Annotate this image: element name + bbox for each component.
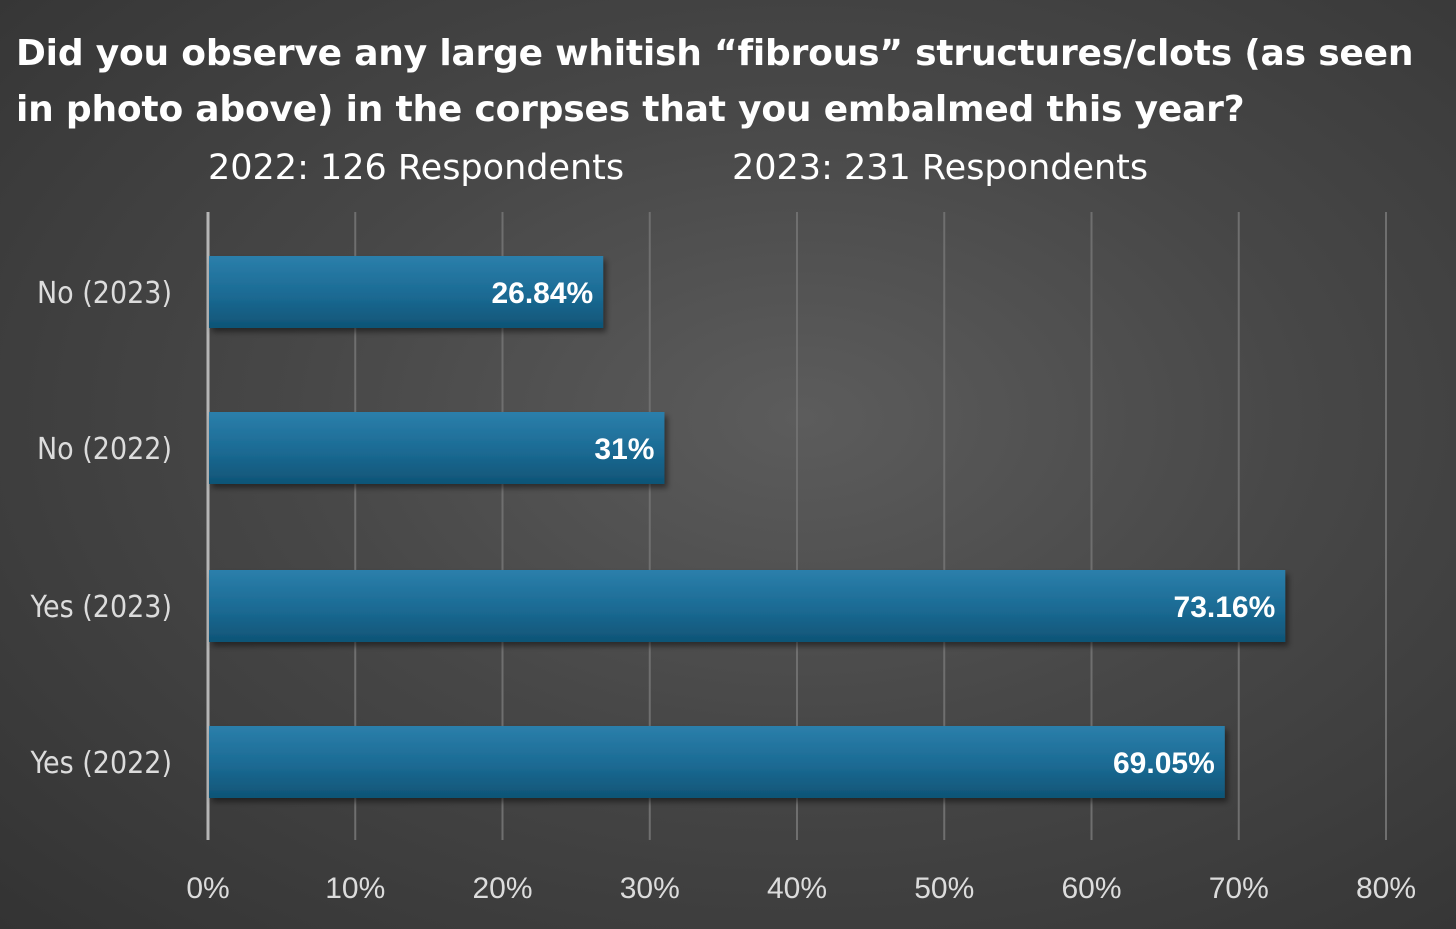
x-tick-label: 70% xyxy=(1209,872,1269,905)
bar xyxy=(209,570,1286,642)
chart-title: Did you observe any large whitish “fibro… xyxy=(16,33,1414,130)
data-label: 26.84% xyxy=(491,277,593,310)
x-tick-label: 20% xyxy=(472,872,532,905)
x-tick-label: 10% xyxy=(325,872,385,905)
category-label: No (2022) xyxy=(37,432,172,467)
x-tick-label: 30% xyxy=(620,872,680,905)
bar xyxy=(209,256,604,328)
x-tick-label: 60% xyxy=(1061,872,1121,905)
x-tick-label: 0% xyxy=(186,872,229,905)
data-label: 69.05% xyxy=(1113,747,1215,780)
data-label: 73.16% xyxy=(1174,591,1276,624)
subtitle-2023-respondents: 2023: 231 Respondents xyxy=(732,148,1149,188)
x-tick-label: 40% xyxy=(767,872,827,905)
category-label: Yes (2023) xyxy=(30,590,172,625)
category-label: Yes (2022) xyxy=(30,746,172,781)
x-tick-label: 80% xyxy=(1356,872,1416,905)
bar xyxy=(209,726,1225,798)
x-tick-label: 50% xyxy=(914,872,974,905)
category-label: No (2023) xyxy=(37,276,172,311)
data-label: 31% xyxy=(594,433,654,466)
subtitle-2022-respondents: 2022: 126 Respondents xyxy=(208,148,625,188)
bar xyxy=(209,412,665,484)
